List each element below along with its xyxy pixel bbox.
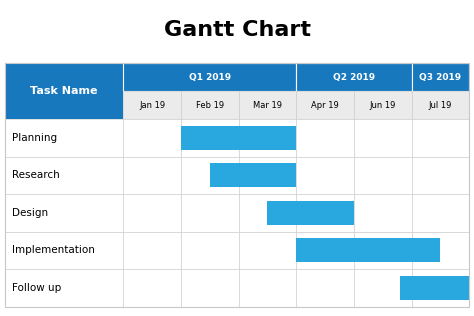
Bar — [411, 63, 469, 91]
Bar — [5, 194, 123, 232]
Bar — [411, 91, 469, 119]
Bar — [181, 126, 296, 150]
Bar — [296, 269, 354, 307]
Text: Apr 19: Apr 19 — [311, 101, 339, 110]
Bar — [296, 91, 354, 119]
Bar — [123, 157, 181, 194]
Text: Feb 19: Feb 19 — [196, 101, 224, 110]
Bar — [238, 157, 296, 194]
Bar — [354, 232, 411, 269]
Bar — [238, 232, 296, 269]
Bar — [5, 232, 123, 269]
Bar — [181, 157, 238, 194]
Bar — [238, 91, 296, 119]
Bar — [5, 269, 123, 307]
Bar — [411, 157, 469, 194]
Bar — [181, 232, 238, 269]
Bar — [210, 163, 296, 187]
Text: Jun 19: Jun 19 — [370, 101, 396, 110]
Bar — [354, 119, 411, 157]
Bar — [5, 63, 123, 119]
Bar — [123, 63, 296, 91]
Bar — [123, 119, 181, 157]
Bar — [181, 194, 238, 232]
Bar — [5, 119, 123, 157]
Bar — [181, 269, 238, 307]
Bar — [354, 157, 411, 194]
Bar — [354, 269, 411, 307]
Bar — [296, 194, 354, 232]
Text: Mar 19: Mar 19 — [253, 101, 282, 110]
Bar — [296, 238, 440, 262]
Bar — [296, 232, 354, 269]
Text: Q2 2019: Q2 2019 — [333, 73, 375, 82]
Bar — [181, 91, 238, 119]
Text: Jul 19: Jul 19 — [429, 101, 452, 110]
Bar — [354, 91, 411, 119]
Bar — [5, 157, 123, 194]
Bar — [238, 119, 296, 157]
Bar — [181, 119, 238, 157]
Bar — [238, 269, 296, 307]
Bar — [123, 232, 181, 269]
Bar — [123, 194, 181, 232]
Bar — [411, 269, 469, 307]
Bar — [400, 276, 469, 300]
Text: Task Name: Task Name — [30, 86, 98, 96]
Bar — [411, 232, 469, 269]
Bar — [238, 194, 296, 232]
Text: Q1 2019: Q1 2019 — [189, 73, 231, 82]
Bar — [123, 269, 181, 307]
Text: Jan 19: Jan 19 — [139, 101, 165, 110]
Bar — [296, 63, 411, 91]
Text: Implementation: Implementation — [12, 245, 95, 255]
Bar — [354, 194, 411, 232]
Bar — [296, 119, 354, 157]
Text: Research: Research — [12, 170, 60, 180]
Text: Follow up: Follow up — [12, 283, 61, 293]
Text: Design: Design — [12, 208, 48, 218]
Text: Planning: Planning — [12, 133, 57, 143]
Bar — [411, 194, 469, 232]
Text: Q3 2019: Q3 2019 — [419, 73, 462, 82]
Bar — [267, 201, 354, 225]
Bar — [123, 91, 181, 119]
Bar — [5, 63, 469, 307]
Bar — [411, 119, 469, 157]
Text: Gantt Chart: Gantt Chart — [164, 20, 310, 40]
Bar — [296, 157, 354, 194]
